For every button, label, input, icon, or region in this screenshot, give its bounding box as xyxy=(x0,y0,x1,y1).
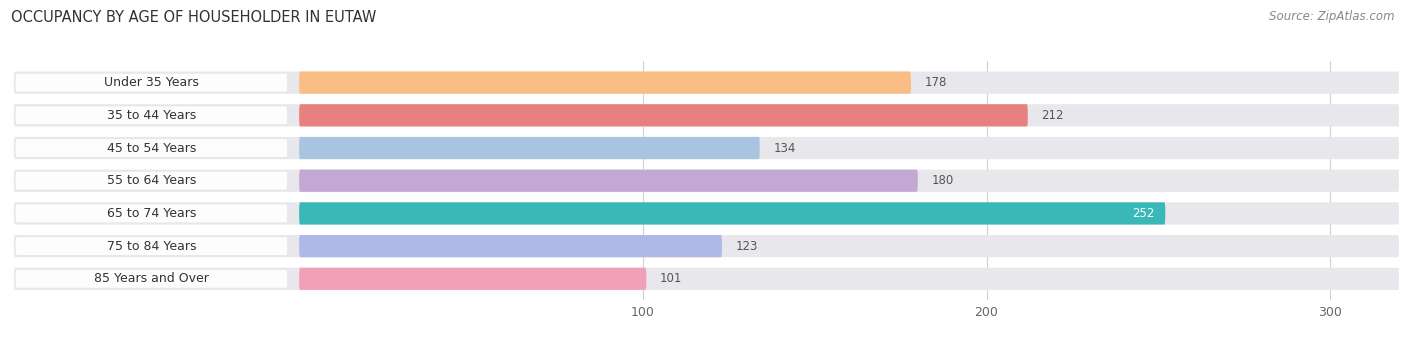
FancyBboxPatch shape xyxy=(14,202,1399,224)
FancyBboxPatch shape xyxy=(15,74,287,91)
Text: 134: 134 xyxy=(773,142,796,154)
FancyBboxPatch shape xyxy=(299,72,911,94)
Text: 85 Years and Over: 85 Years and Over xyxy=(94,272,209,285)
FancyBboxPatch shape xyxy=(15,205,287,222)
FancyBboxPatch shape xyxy=(299,169,918,192)
FancyBboxPatch shape xyxy=(299,235,721,257)
Text: 55 to 64 Years: 55 to 64 Years xyxy=(107,174,195,187)
FancyBboxPatch shape xyxy=(14,72,1399,94)
FancyBboxPatch shape xyxy=(15,237,287,255)
Text: 35 to 44 Years: 35 to 44 Years xyxy=(107,109,195,122)
FancyBboxPatch shape xyxy=(15,139,287,157)
FancyBboxPatch shape xyxy=(14,137,1399,159)
Text: 180: 180 xyxy=(932,174,953,187)
FancyBboxPatch shape xyxy=(14,268,1399,290)
Text: 178: 178 xyxy=(925,76,948,89)
Text: 101: 101 xyxy=(659,272,682,285)
Text: 75 to 84 Years: 75 to 84 Years xyxy=(107,240,195,253)
FancyBboxPatch shape xyxy=(15,172,287,190)
Text: 65 to 74 Years: 65 to 74 Years xyxy=(107,207,195,220)
FancyBboxPatch shape xyxy=(14,169,1399,192)
FancyBboxPatch shape xyxy=(299,202,1166,224)
FancyBboxPatch shape xyxy=(299,268,647,290)
Text: Under 35 Years: Under 35 Years xyxy=(104,76,198,89)
FancyBboxPatch shape xyxy=(299,137,759,159)
FancyBboxPatch shape xyxy=(14,104,1399,127)
FancyBboxPatch shape xyxy=(14,235,1399,257)
Text: 45 to 54 Years: 45 to 54 Years xyxy=(107,142,195,154)
Text: 252: 252 xyxy=(1133,207,1154,220)
FancyBboxPatch shape xyxy=(15,106,287,124)
FancyBboxPatch shape xyxy=(299,104,1028,127)
Text: 212: 212 xyxy=(1042,109,1064,122)
Text: OCCUPANCY BY AGE OF HOUSEHOLDER IN EUTAW: OCCUPANCY BY AGE OF HOUSEHOLDER IN EUTAW xyxy=(11,10,377,25)
FancyBboxPatch shape xyxy=(15,270,287,288)
Text: 123: 123 xyxy=(735,240,758,253)
Text: Source: ZipAtlas.com: Source: ZipAtlas.com xyxy=(1270,10,1395,23)
